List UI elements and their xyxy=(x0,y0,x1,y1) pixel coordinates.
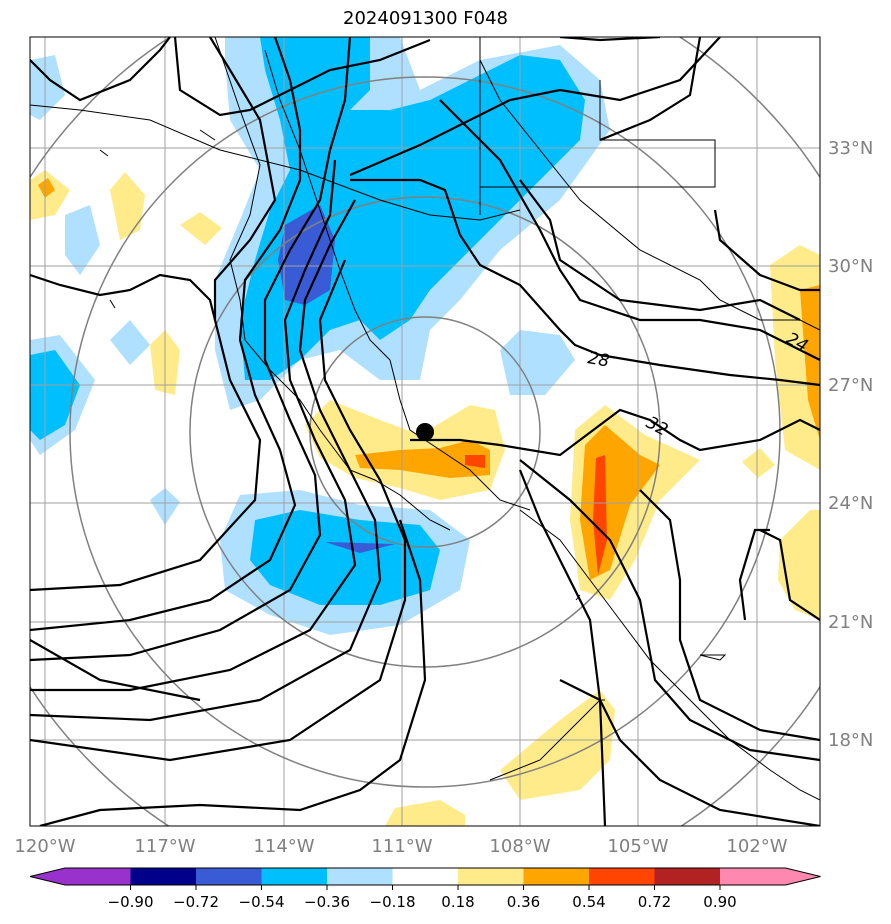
contour-east-2 xyxy=(519,179,801,321)
colorbar-segment xyxy=(589,868,655,885)
colorbar-tick-label: −0.36 xyxy=(304,893,350,911)
colorbar-segment xyxy=(130,868,196,885)
shade-blue-north xyxy=(240,37,585,380)
map-frame xyxy=(29,36,821,827)
lon-tick-102: 102°W xyxy=(726,836,787,857)
contour-se-1 xyxy=(519,459,820,762)
lon-gridlines xyxy=(44,37,758,826)
lat-tick-21: 21°N xyxy=(828,612,873,633)
lon-tick-105: 105°W xyxy=(607,836,668,857)
shade-red-east xyxy=(593,455,607,575)
contour-se-bottom xyxy=(559,679,820,826)
lat-tick-33: 33°N xyxy=(828,138,873,159)
shaded-field-negative xyxy=(30,37,610,635)
colorbar-extend-low xyxy=(30,868,65,885)
contour-west-2 xyxy=(30,37,302,632)
colorbar: −0.90 −0.72 −0.54 −0.36 −0.18 0.18 0.36 0.54 0.7… xyxy=(29,867,821,911)
colorbar-tick-label: −0.18 xyxy=(370,893,416,911)
lon-tick-111: 111°W xyxy=(371,836,432,857)
colorbar-outline xyxy=(29,867,821,886)
contour-south xyxy=(39,519,427,826)
shade-light-blue-east-small xyxy=(500,330,575,395)
lon-tick-108: 108°W xyxy=(489,836,550,857)
shade-yellow-bottom xyxy=(385,800,465,826)
map-canvas: 24 28 32 xyxy=(30,37,820,826)
shade-yellow-south xyxy=(500,690,615,800)
contour-nw xyxy=(30,37,171,102)
shade-yellow-nw2 xyxy=(110,172,145,240)
colorbar-tick-label: 0.36 xyxy=(507,893,540,911)
colorbar-segment xyxy=(65,868,131,885)
contour-ne xyxy=(559,37,702,142)
coast-bottom-mx xyxy=(489,699,605,781)
contour-32 xyxy=(410,408,820,457)
shade-orange-nw xyxy=(38,178,55,198)
shade-blue-south xyxy=(250,510,440,605)
contour-north xyxy=(173,37,431,117)
contour-east-1 xyxy=(439,99,820,361)
contour-24 xyxy=(349,37,721,177)
colorbar-tick-label: −0.72 xyxy=(173,893,219,911)
coast-mainland xyxy=(479,59,820,331)
contour-east-3 xyxy=(713,209,820,292)
shade-light-blue-left xyxy=(65,205,100,275)
contour-west-6 xyxy=(30,259,407,762)
contour-west-3 xyxy=(30,37,352,662)
shade-light-blue-nw xyxy=(30,55,65,120)
coast-baja-east xyxy=(264,49,531,511)
colorbar-segment xyxy=(720,868,786,885)
lat-tick-27: 27°N xyxy=(828,375,873,396)
colorbar-segment xyxy=(392,868,458,885)
coast-islands xyxy=(99,129,727,661)
lat-tick-labels: 33°N 30°N 27°N 24°N 21°N 18°N xyxy=(828,138,873,751)
coast-mainland-south xyxy=(519,509,820,801)
colorbar-tick-label: −0.54 xyxy=(239,893,285,911)
colorbar-segment xyxy=(196,868,262,885)
colorbar-segment xyxy=(523,868,589,885)
colorbar-segment xyxy=(261,868,327,885)
shade-yellow-nw3 xyxy=(180,212,222,245)
contour-center-s xyxy=(518,469,607,826)
contour-right-1 xyxy=(738,528,770,621)
lon-tick-labels: 120°W 117°W 114°W 111°W 108°W 105°W 102°… xyxy=(14,836,787,857)
colorbar-tick-label: 0.18 xyxy=(441,893,474,911)
lat-tick-24: 24°N xyxy=(828,493,873,514)
shade-light-blue-mid xyxy=(110,320,150,365)
lon-tick-120: 120°W xyxy=(14,836,75,857)
shade-yellow-nw xyxy=(30,170,70,220)
contour-left-ring xyxy=(30,639,201,702)
shade-orange-right xyxy=(800,285,820,440)
colorbar-tick-label: 0.54 xyxy=(572,893,605,911)
colorbar-tick-label: 0.72 xyxy=(638,893,671,911)
contour-28 xyxy=(350,178,820,387)
shade-dark-blue-north xyxy=(278,205,335,305)
height-contours xyxy=(30,37,820,826)
shade-orange-center xyxy=(355,440,490,478)
shade-blue-west xyxy=(30,350,80,440)
lat-tick-18: 18°N xyxy=(828,730,873,751)
contour-se-2 xyxy=(639,489,820,742)
contour-west-ring xyxy=(30,273,217,321)
colorbar-segment xyxy=(654,868,720,885)
lat-tick-30: 30°N xyxy=(828,256,873,277)
colorbar-tick-label: −0.90 xyxy=(108,893,154,911)
shaded-field-positive xyxy=(30,170,820,826)
contour-label-28: 28 xyxy=(586,348,611,371)
colorbar-segment xyxy=(327,868,393,885)
colorbar-segment xyxy=(458,868,524,885)
contour-west-4 xyxy=(30,159,357,692)
map-title: 2024091300 F048 xyxy=(343,8,508,29)
shade-yellow-small-right xyxy=(742,448,775,478)
colorbar-tick-label: 0.90 xyxy=(703,893,736,911)
lon-tick-114: 114°W xyxy=(253,836,314,857)
lon-tick-117: 117°W xyxy=(134,836,195,857)
colorbar-extend-high xyxy=(785,868,821,885)
contour-se-3 xyxy=(759,529,820,621)
storm-center-dot xyxy=(416,423,434,441)
lat-gridlines xyxy=(30,147,820,741)
contour-west-5 xyxy=(30,199,382,722)
state-border-2 xyxy=(480,80,716,188)
shade-red-center xyxy=(465,455,485,468)
